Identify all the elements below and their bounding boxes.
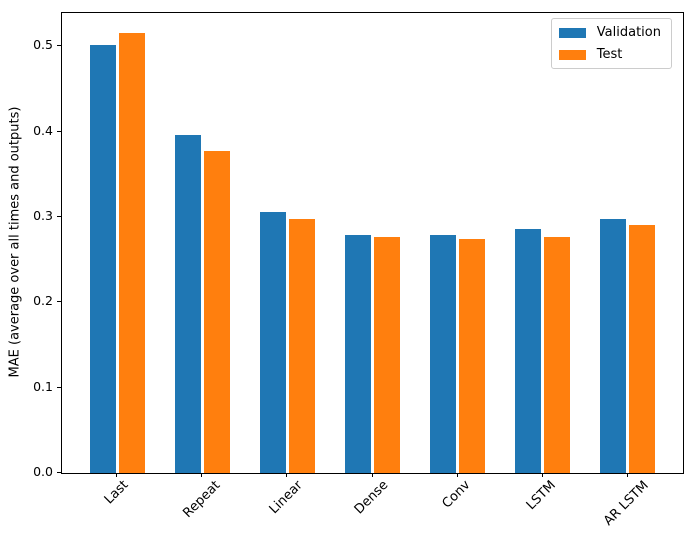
bar-validation-linear <box>260 211 286 473</box>
x-tick-label-cell: LSTM <box>524 478 559 513</box>
legend-swatch-test <box>558 49 586 60</box>
x-tick-mark <box>626 473 628 477</box>
bar-test-conv <box>459 239 485 473</box>
bar-validation-dense <box>345 234 371 473</box>
x-tick-label-cell: AR LSTM <box>601 478 652 529</box>
bar-validation-conv <box>430 234 456 473</box>
x-tick-label: LSTM <box>523 478 560 514</box>
x-tick-mark <box>201 473 203 477</box>
bar-test-ar-lstm <box>629 224 655 473</box>
x-tick-label-cell: Dense <box>352 478 392 518</box>
y-tick-label: 0.0 <box>33 464 53 479</box>
y-tick-mark <box>57 215 61 217</box>
x-tick-mark <box>116 473 118 477</box>
bar-test-last <box>119 33 145 473</box>
y-tick-label: 0.1 <box>33 378 53 394</box>
x-tick-mark <box>286 473 288 477</box>
legend-label: Test <box>596 47 623 62</box>
y-tick-mark <box>57 301 61 303</box>
bar-test-lstm <box>544 236 570 473</box>
x-tick-label-cell: Conv <box>440 478 474 512</box>
bar-test-repeat <box>204 151 230 473</box>
legend-item-validation: Validation <box>558 25 663 40</box>
bar-test-dense <box>374 237 400 473</box>
legend: Validation Test <box>550 18 672 69</box>
x-tick-mark <box>456 473 458 477</box>
y-tick-mark <box>57 130 61 132</box>
bar-validation-repeat <box>175 135 201 473</box>
bar-validation-last <box>90 44 116 473</box>
x-tick-label-cell: Last <box>102 478 132 508</box>
legend-item-test: Test <box>558 47 663 62</box>
x-tick-mark <box>541 473 543 477</box>
bar-validation-lstm <box>515 228 541 473</box>
x-tick-label: Conv <box>439 478 474 512</box>
plot-area: Validation Test <box>61 12 684 474</box>
y-tick-mark <box>57 472 61 473</box>
y-tick-mark <box>57 45 61 47</box>
legend-label: Validation <box>596 25 661 40</box>
bar-validation-ar-lstm <box>600 218 626 473</box>
y-tick-label: 0.4 <box>33 122 53 138</box>
x-tick-label: Repeat <box>179 478 223 522</box>
x-tick-label: Dense <box>351 477 392 518</box>
y-tick-label: 0.5 <box>33 37 53 53</box>
y-tick-label: 0.3 <box>33 207 53 223</box>
x-tick-mark <box>371 473 373 477</box>
x-tick-label: Last <box>101 477 132 508</box>
y-axis-label: MAE (average over all times and outputs) <box>7 106 23 378</box>
x-tick-label-cell: Repeat <box>180 478 223 521</box>
y-tick-mark <box>57 386 61 388</box>
x-tick-label-cell: Linear <box>267 478 306 517</box>
legend-swatch-validation <box>558 27 586 38</box>
bar-test-linear <box>289 218 315 473</box>
x-tick-label: Linear <box>266 477 307 518</box>
x-tick-label: AR LSTM <box>601 478 652 529</box>
y-tick-label: 0.2 <box>33 293 53 309</box>
